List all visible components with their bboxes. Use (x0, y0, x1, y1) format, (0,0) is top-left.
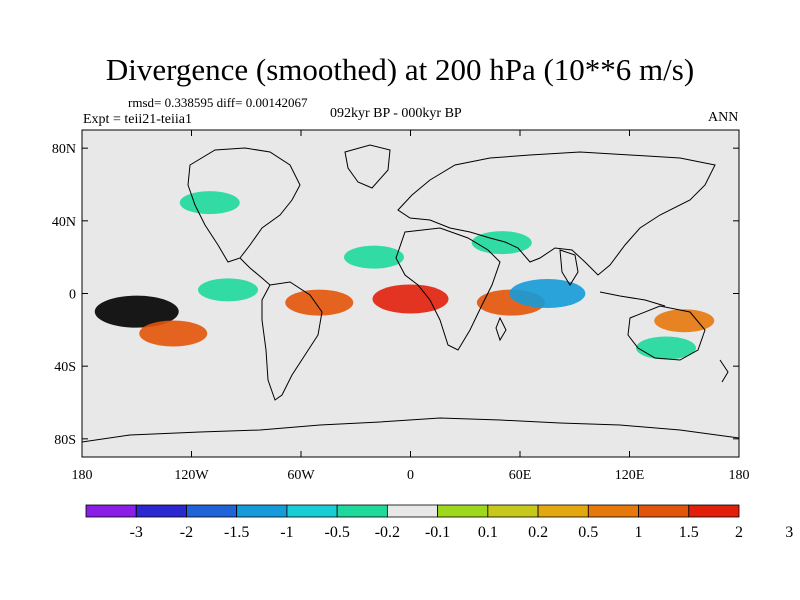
colorbar-swatch-3 (236, 504, 288, 518)
x-tick-label-3: 0 (407, 468, 414, 483)
y-axis: 80N 40N 0 40S 80S (52, 142, 739, 448)
anomaly-region-0 (94, 295, 179, 328)
colorbar-label-3: -1 (280, 524, 293, 541)
colorbar-label-0: -3 (130, 524, 143, 541)
colorbar-label-6: -0.1 (425, 524, 450, 541)
colorbar-swatch-10 (587, 504, 639, 518)
colorbar-label-1: -2 (180, 524, 193, 541)
anomaly-region-9 (471, 231, 532, 255)
colorbar-swatch-6 (386, 504, 439, 518)
colorbar-swatch-4 (286, 504, 338, 518)
colorbar-swatch-9 (537, 504, 589, 518)
colorbar-swatch-8 (487, 504, 539, 518)
anomaly-region-10 (179, 191, 240, 215)
colorbar-label-7: 0.1 (478, 524, 498, 541)
x-tick-label-4: 60E (509, 468, 532, 483)
y-tick-label-1: 40N (52, 215, 76, 230)
colorbar-swatch-7 (437, 504, 489, 518)
anomaly-field (94, 173, 715, 360)
anomaly-region-6 (509, 279, 586, 308)
season-text: ANN (708, 110, 739, 125)
experiment-text: Expt = teii21-teiia1 (83, 112, 192, 127)
colorbar-swatch-0 (85, 504, 137, 518)
anomaly-region-13 (437, 173, 493, 196)
y-tick-label-4: 80S (54, 433, 76, 448)
anomaly-region-5 (654, 309, 715, 333)
coastlines (82, 144, 739, 443)
period-text: 092kyr BP - 000kyr BP (330, 106, 462, 121)
y-tick-label-3: 40S (54, 360, 76, 375)
colorbar-swatch-12 (688, 504, 740, 518)
colorbar-label-2: -1.5 (224, 524, 249, 541)
anomaly-region-1 (139, 320, 208, 347)
x-tick-label-6: 180 (729, 468, 750, 483)
anomaly-region-12 (636, 336, 696, 360)
anomaly-region-7 (198, 278, 258, 302)
colorbar: -3 -2 -1.5 -1 -0.5 -0.2 -0.1 0.1 0.2 0.5 1 1.5 2 3 (85, 504, 793, 541)
x-tick-label-5: 120E (615, 468, 645, 483)
anomaly-region-11 (309, 173, 366, 196)
colorbar-swatch-1 (135, 504, 187, 518)
colorbar-label-12: 2 (735, 524, 743, 541)
colorbar-label-9: 0.5 (578, 524, 598, 541)
x-tick-label-0: 180 (72, 468, 93, 483)
colorbar-label-10: 1 (635, 524, 643, 541)
stats-text: rmsd= 0.338595 diff= 0.00142067 (128, 95, 308, 110)
colorbar-swatch-5 (336, 504, 388, 518)
colorbar-swatch-2 (186, 504, 238, 518)
colorbar-label-5: -0.2 (375, 524, 400, 541)
x-tick-label-2: 60W (287, 468, 315, 483)
chart-title: Divergence (smoothed) at 200 hPa (10**6 … (105, 52, 695, 87)
anomaly-region-8 (344, 245, 404, 269)
colorbar-swatch-11 (638, 504, 690, 518)
y-tick-label-0: 80N (52, 142, 76, 157)
x-axis: 180 120W 60W 0 60E 120E 180 (72, 130, 750, 483)
colorbar-label-13: 3 (785, 524, 793, 541)
x-tick-label-1: 120W (174, 468, 209, 483)
colorbar-label-8: 0.2 (528, 524, 548, 541)
y-tick-label-2: 0 (69, 288, 76, 303)
colorbar-label-4: -0.5 (324, 524, 349, 541)
colorbar-label-11: 1.5 (679, 524, 699, 541)
anomaly-region-2 (285, 289, 354, 316)
anomaly-region-3 (372, 284, 449, 314)
